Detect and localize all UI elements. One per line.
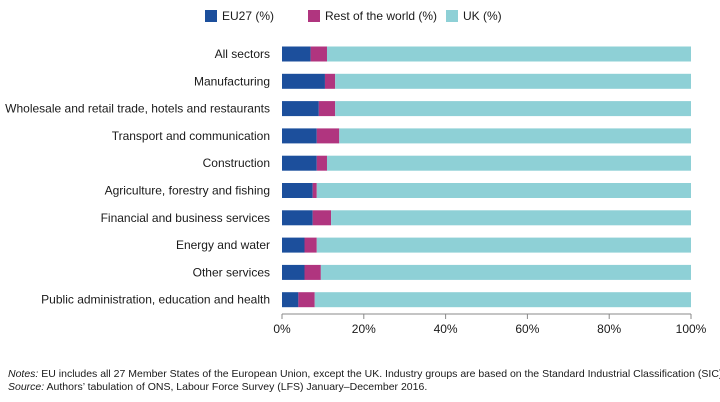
bar-segment [314,292,691,308]
bar-segment [318,101,336,117]
source-line: Source: Authors’ tabulation of ONS, Labo… [8,381,718,394]
x-tick-label: 20% [352,322,376,336]
category-label: Transport and communication [112,129,270,143]
category-label: Construction [203,156,270,170]
category-label: Wholesale and retail trade, hotels and r… [5,102,270,116]
legend-label-1: EU27 (%) [222,9,274,23]
bar-segment [282,237,305,253]
bar-segment [326,46,691,62]
bar-segment [316,183,691,198]
legend-label-2: Rest of the world (%) [325,9,437,23]
bar-segment [310,46,327,62]
bar-segment [312,210,332,226]
bar-segment [335,101,691,117]
bar-segment [282,46,311,62]
notes-label: Notes: [8,368,39,380]
bar-segment [316,237,691,253]
bar-segment [326,155,691,171]
stacked-bar-chart: EU27 (%) Rest of the world (%) UK (%) All s… [5,9,707,336]
bar-segment [282,101,319,117]
bar-segment [282,264,305,280]
legend-swatch-2 [308,10,320,22]
x-tick-label: 40% [434,322,458,336]
bar-segment [312,183,317,198]
x-tick-label: 60% [515,322,539,336]
x-tick-label: 0% [273,322,291,336]
bar-segment [282,210,313,226]
category-label: Agriculture, forestry and fishing [105,184,270,198]
source-text: Authors’ tabulation of ONS, Labour Force… [44,381,428,393]
bar-segment [335,73,691,89]
category-label: Manufacturing [194,74,270,88]
category-label: Financial and business services [101,211,270,225]
bar-segment [316,128,340,144]
category-label: Energy and water [176,238,270,252]
source-label: Source: [8,381,45,393]
bar-segment [282,292,299,308]
x-tick-label: 80% [597,322,621,336]
category-label: Public administration, education and hea… [41,293,270,307]
legend-swatch-3 [446,10,458,22]
bar-segment [282,128,317,144]
bar-segment [282,183,313,198]
legend-label-3: UK (%) [463,9,502,23]
category-label: All sectors [215,47,270,61]
category-label: Other services [193,265,270,279]
bar-segment [282,73,325,89]
legend-swatch-1 [205,10,217,22]
notes-text: EU includes all 27 Member States of the … [38,368,720,380]
bar-segment [331,210,691,226]
bar-segment [282,155,317,171]
bar-segment [298,292,315,308]
bar-segment [320,264,691,280]
bar-segment [316,155,327,171]
notes-line: Notes: EU includes all 27 Member States … [8,368,720,381]
x-tick-label: 100% [676,322,707,336]
bar-segment [339,128,691,144]
bar-segment [304,264,321,280]
chart-notes: Notes: EU includes all 27 Member States … [8,368,720,394]
bar-segment [324,73,336,89]
bar-segment [304,237,317,253]
